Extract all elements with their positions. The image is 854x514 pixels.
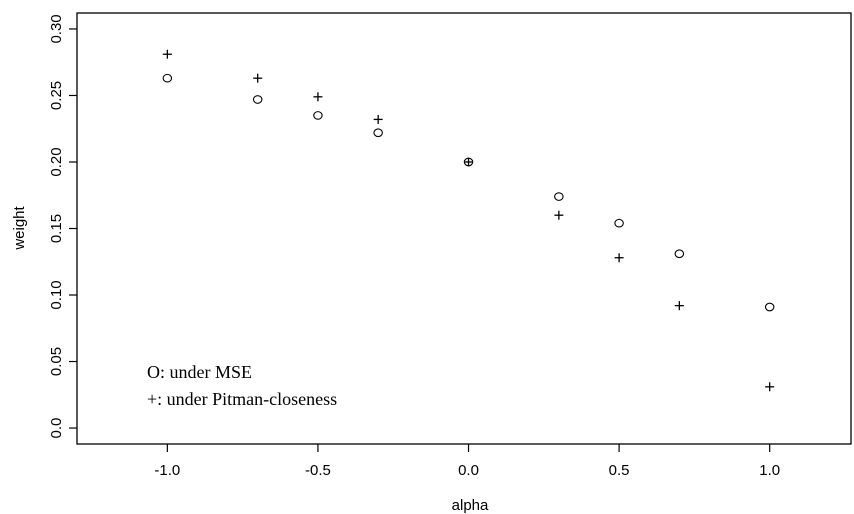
mse-point (252, 95, 263, 104)
pitman-point (313, 92, 323, 102)
pitman-point (674, 301, 684, 311)
x-tick-label: 0.5 (609, 462, 630, 479)
y-tick-label: 0.20 (48, 147, 65, 176)
y-tick-label: 0.05 (48, 347, 65, 376)
pitman-point (373, 114, 383, 124)
mse-point (674, 249, 685, 259)
pitman-point (765, 382, 775, 392)
y-axis-label: weight (11, 205, 28, 250)
mse-point (614, 218, 624, 228)
x-tick-label: -1.0 (154, 462, 180, 479)
x-axis: -1.0 -0.5 0.0 0.5 1.0 (154, 444, 780, 479)
mse-point (764, 302, 775, 312)
y-tick-label: 0.25 (48, 81, 65, 110)
mse-point (313, 111, 323, 120)
pitman-point (554, 210, 564, 220)
y-axis: 0.0 0.05 0.10 0.15 0.20 0.25 0.30 (48, 14, 77, 438)
mse-point (162, 73, 173, 83)
y-tick-label: 0.10 (48, 280, 65, 309)
plot-points (162, 49, 775, 392)
x-tick-label: -0.5 (305, 462, 331, 479)
mse-point (554, 192, 564, 201)
pitman-point (614, 253, 624, 263)
x-tick-label: 0.0 (458, 462, 479, 479)
legend-entry-mse: O: under MSE (147, 362, 252, 382)
pitman-point (162, 49, 172, 59)
x-tick-label: 1.0 (759, 462, 780, 479)
y-tick-label: 0.30 (48, 14, 65, 43)
mse-point (373, 128, 383, 138)
pitman-point (464, 157, 474, 167)
y-tick-label: 0.0 (48, 418, 65, 439)
y-tick-label: 0.15 (48, 214, 65, 243)
pitman-point (253, 73, 263, 83)
legend-entry-pitman: +: under Pitman-closeness (147, 389, 337, 409)
x-axis-label: alpha (452, 497, 489, 514)
